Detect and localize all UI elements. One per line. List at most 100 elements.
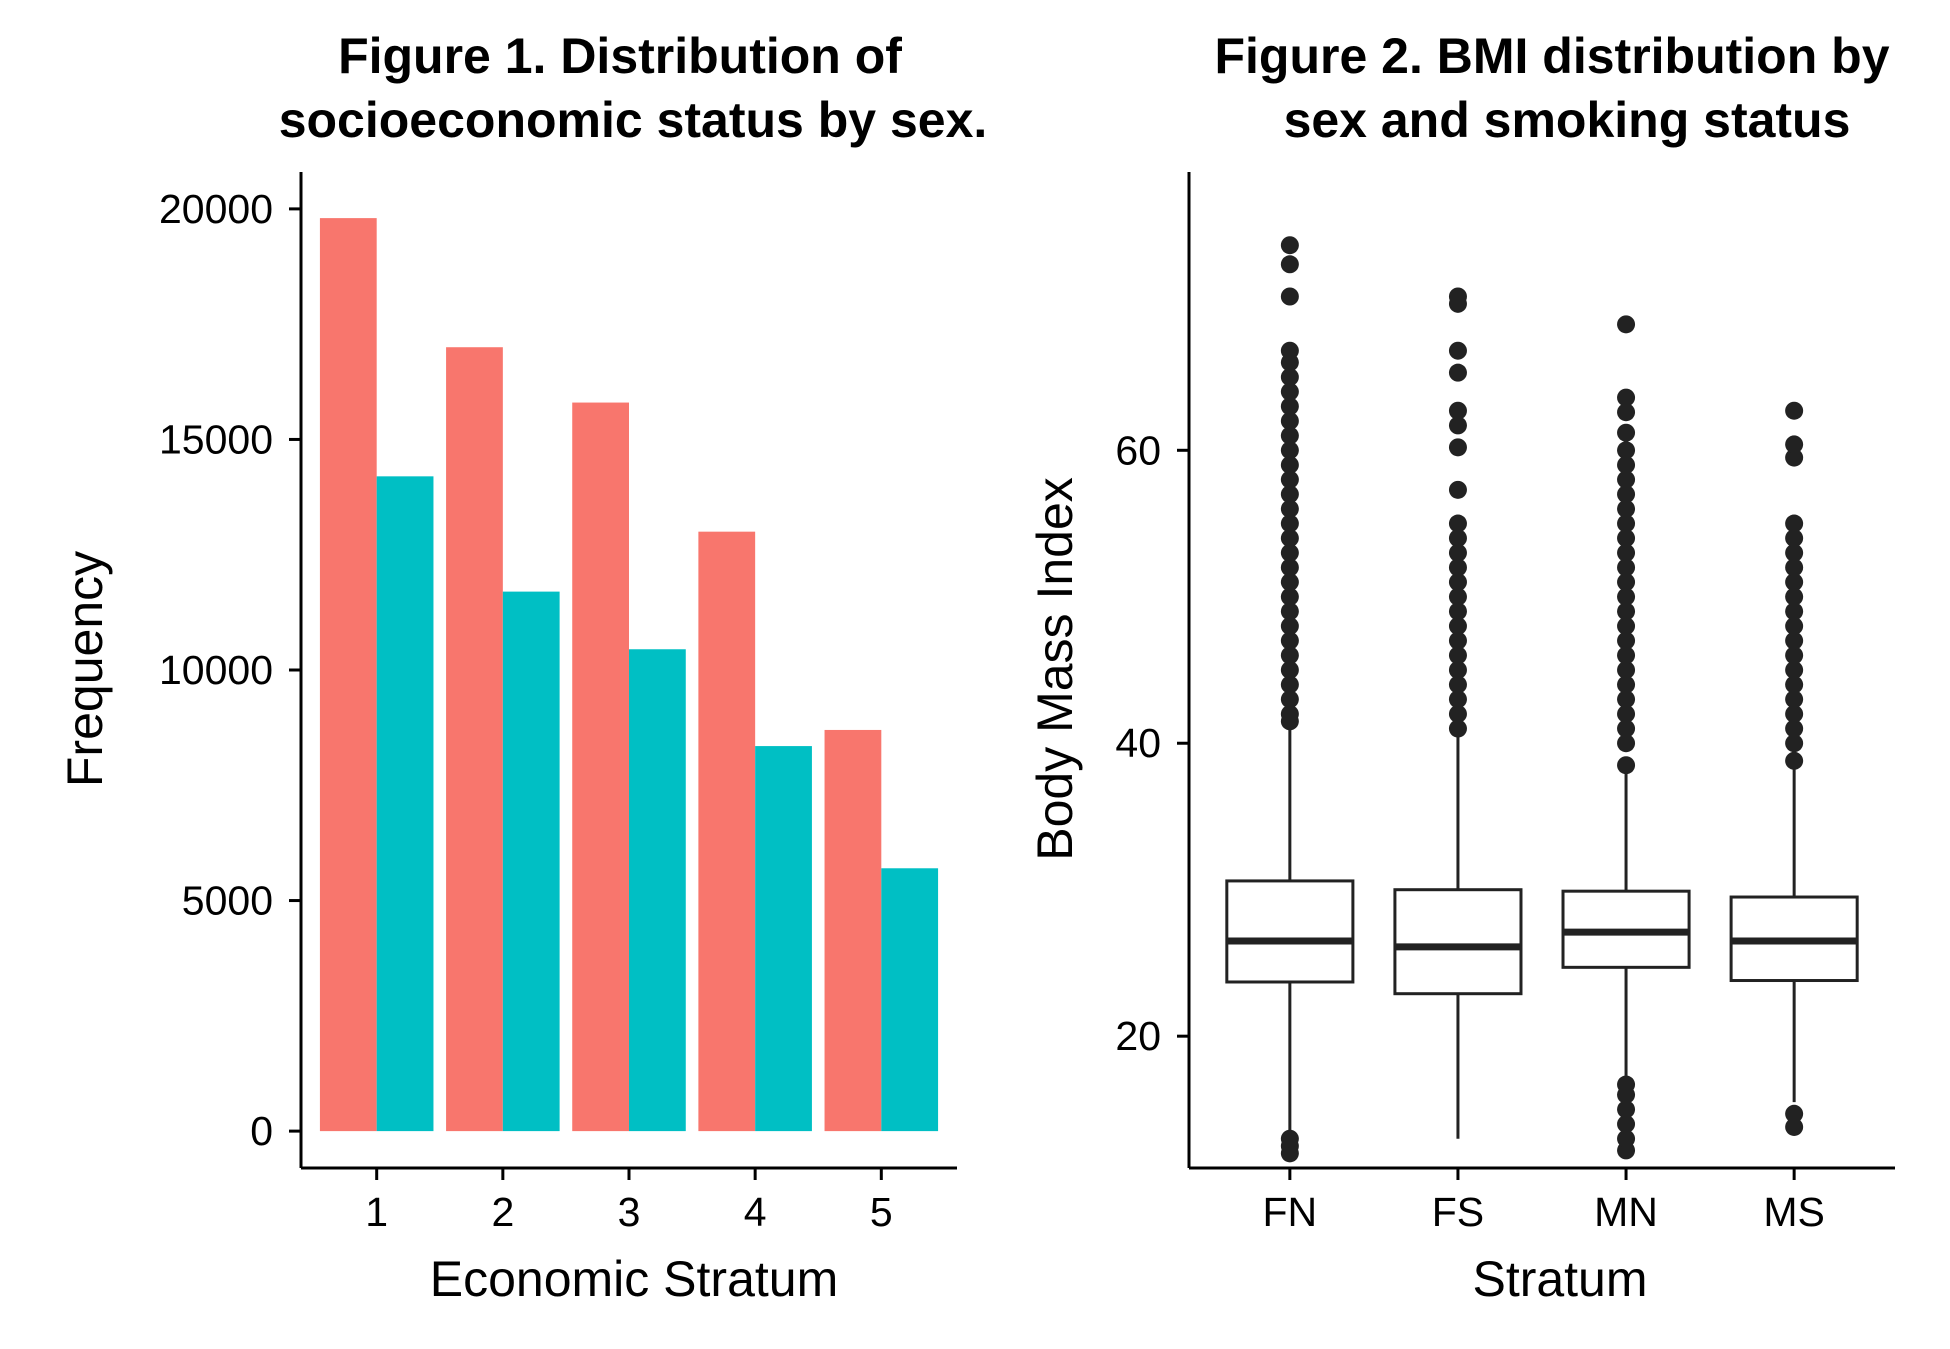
outlier-FS-1 bbox=[1448, 704, 1467, 723]
x-tick-label-MS: MS bbox=[1763, 1189, 1825, 1235]
figure-1-x-ticks: 1 2 3 4 5 bbox=[365, 1168, 893, 1235]
x-tick-label-FS: FS bbox=[1432, 1189, 1484, 1235]
bar-cat-1-series-1 bbox=[319, 218, 377, 1132]
outlier-MS-18 bbox=[1785, 514, 1804, 533]
outlier-FN-9 bbox=[1280, 631, 1299, 650]
figure-1-title-line-1: Figure 1. Distribution of bbox=[338, 28, 902, 84]
outlier-MN-28 bbox=[1617, 423, 1636, 442]
outlier-FN-15 bbox=[1280, 543, 1299, 562]
outlier-FN-10 bbox=[1280, 617, 1299, 636]
outlier-MN-20 bbox=[1617, 543, 1636, 562]
y-tick-label-40: 40 bbox=[1115, 720, 1161, 766]
figure-2-title-line-1: Figure 2. BMI distribution by bbox=[1215, 28, 1890, 84]
outlier-FS-6 bbox=[1448, 631, 1467, 650]
outlier-MS-3 bbox=[1785, 734, 1804, 753]
figure-1-x-axis-title: Economic Stratum bbox=[430, 1251, 838, 1307]
outlier-FN-13 bbox=[1280, 573, 1299, 592]
outlier-MS-1 bbox=[1785, 1104, 1804, 1123]
outlier-FN-16 bbox=[1280, 529, 1299, 548]
outlier-FN-24 bbox=[1280, 412, 1299, 430]
y-tick-label-15000: 15000 bbox=[159, 416, 273, 462]
outlier-FN-17 bbox=[1280, 514, 1299, 533]
outlier-MN-25 bbox=[1617, 470, 1636, 489]
outlier-MN-16 bbox=[1617, 602, 1636, 621]
outlier-MN-15 bbox=[1617, 617, 1636, 636]
x-tick-label-2: 2 bbox=[491, 1189, 514, 1235]
outlier-MS-12 bbox=[1785, 602, 1804, 621]
box-FS bbox=[1393, 888, 1523, 996]
outlier-FS-9 bbox=[1448, 587, 1467, 606]
outlier-FN-32 bbox=[1280, 236, 1299, 255]
outlier-MN-27 bbox=[1617, 441, 1636, 460]
outlier-MN-8 bbox=[1617, 719, 1636, 738]
figure-1-y-ticks: 0 5000 10000 15000 20000 bbox=[159, 186, 301, 1154]
figure-2-y-ticks: 20 40 60 bbox=[1115, 427, 1189, 1059]
figure-2-title-line-2: sex and smoking status bbox=[1284, 92, 1851, 148]
figure-1-bars bbox=[319, 218, 939, 1132]
outlier-FS-11 bbox=[1448, 558, 1467, 577]
figure-1-y-axis-title: Frequency bbox=[57, 551, 113, 787]
outlier-MN-24 bbox=[1617, 485, 1636, 504]
y-tick-label-10000: 10000 bbox=[159, 647, 273, 693]
outlier-MS-2 bbox=[1785, 751, 1804, 770]
outlier-FN-30 bbox=[1280, 287, 1299, 306]
outlier-FS-10 bbox=[1448, 573, 1467, 592]
bar-cat-3-series-1 bbox=[572, 402, 629, 1132]
y-tick-label-60: 60 bbox=[1115, 427, 1161, 473]
bar-cat-3-series-2 bbox=[629, 649, 686, 1132]
outlier-MN-11 bbox=[1617, 675, 1636, 694]
outlier-FS-12 bbox=[1448, 543, 1467, 562]
bar-cat-1-series-2 bbox=[376, 476, 434, 1132]
figure-2-panel: Figure 2. BMI distribution by sex and sm… bbox=[1027, 28, 1895, 1307]
outlier-FS-5 bbox=[1448, 646, 1467, 665]
outlier-MS-20 bbox=[1785, 435, 1804, 454]
y-tick-label-0: 0 bbox=[250, 1108, 273, 1154]
outlier-MN-2 bbox=[1617, 1115, 1636, 1134]
bar-cat-4-series-1 bbox=[698, 531, 756, 1132]
outlier-FN-5 bbox=[1280, 690, 1299, 709]
figure-1-panel: Figure 1. Distribution of socioeconomic … bbox=[57, 28, 987, 1307]
x-tick-label-3: 3 bbox=[618, 1189, 641, 1235]
x-tick-label-5: 5 bbox=[870, 1189, 893, 1235]
x-tick-label-MN: MN bbox=[1594, 1189, 1658, 1235]
outlier-MS-15 bbox=[1785, 558, 1804, 577]
outlier-FS-16 bbox=[1448, 438, 1467, 457]
outlier-FN-20 bbox=[1280, 470, 1299, 489]
outlier-MS-17 bbox=[1785, 529, 1804, 548]
figure-2-x-ticks: FN FS MN MS bbox=[1263, 1168, 1825, 1235]
outlier-MN-31 bbox=[1617, 315, 1636, 334]
outlier-MN-23 bbox=[1617, 499, 1636, 518]
outlier-MN-26 bbox=[1617, 455, 1636, 474]
outlier-MS-19 bbox=[1785, 448, 1804, 467]
outlier-FN-14 bbox=[1280, 558, 1299, 577]
outlier-FN-25 bbox=[1280, 397, 1299, 416]
outlier-FN-26 bbox=[1280, 382, 1299, 401]
outlier-MS-13 bbox=[1785, 587, 1804, 606]
outlier-MS-4 bbox=[1785, 719, 1804, 738]
outlier-FN-19 bbox=[1280, 485, 1299, 504]
bar-cat-2-series-2 bbox=[502, 591, 560, 1132]
outlier-FN-29 bbox=[1280, 341, 1299, 360]
outlier-MN-22 bbox=[1617, 514, 1636, 533]
outlier-FS-20 bbox=[1448, 341, 1467, 360]
outlier-FS-13 bbox=[1448, 529, 1467, 548]
outlier-FN-31 bbox=[1280, 255, 1299, 274]
bar-cat-2-series-1 bbox=[446, 347, 503, 1132]
outlier-FN-18 bbox=[1280, 499, 1299, 518]
outlier-FS-19 bbox=[1448, 363, 1467, 382]
outlier-MS-0 bbox=[1785, 1117, 1804, 1136]
outlier-MN-5 bbox=[1617, 1075, 1636, 1094]
outlier-MN-21 bbox=[1617, 529, 1636, 548]
outlier-FS-22 bbox=[1448, 287, 1467, 306]
outlier-MN-17 bbox=[1617, 587, 1636, 606]
outlier-MN-10 bbox=[1617, 690, 1636, 709]
outlier-FN-2 bbox=[1280, 1129, 1299, 1148]
outlier-MS-16 bbox=[1785, 543, 1804, 562]
figure-2-boxes bbox=[1225, 236, 1859, 1163]
outlier-MS-21 bbox=[1785, 401, 1804, 420]
outlier-MS-9 bbox=[1785, 646, 1804, 665]
figure-1-title-line-2: socioeconomic status by sex. bbox=[279, 92, 988, 148]
outlier-MS-5 bbox=[1785, 704, 1804, 723]
outlier-FN-22 bbox=[1280, 441, 1299, 460]
